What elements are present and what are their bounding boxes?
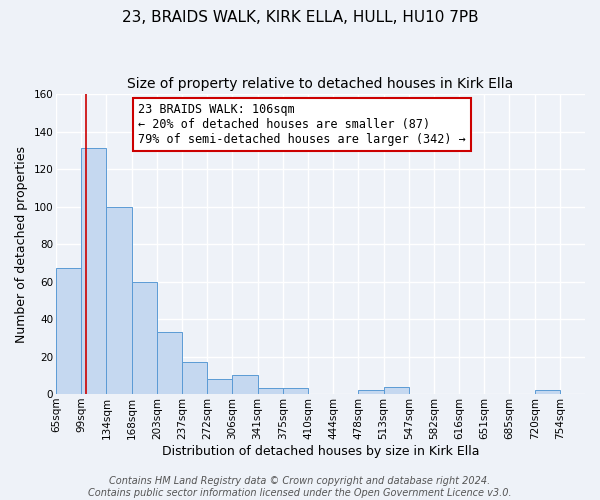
Bar — [157, 332, 182, 394]
Bar — [81, 148, 106, 394]
Bar — [383, 386, 409, 394]
Title: Size of property relative to detached houses in Kirk Ella: Size of property relative to detached ho… — [127, 78, 514, 92]
Bar — [283, 388, 308, 394]
Bar — [257, 388, 283, 394]
Bar — [535, 390, 560, 394]
Bar — [358, 390, 383, 394]
Bar — [56, 268, 81, 394]
Bar — [232, 376, 257, 394]
Bar — [182, 362, 207, 394]
X-axis label: Distribution of detached houses by size in Kirk Ella: Distribution of detached houses by size … — [162, 444, 479, 458]
Y-axis label: Number of detached properties: Number of detached properties — [15, 146, 28, 342]
Text: 23, BRAIDS WALK, KIRK ELLA, HULL, HU10 7PB: 23, BRAIDS WALK, KIRK ELLA, HULL, HU10 7… — [122, 10, 478, 25]
Bar — [106, 206, 131, 394]
Text: Contains HM Land Registry data © Crown copyright and database right 2024.
Contai: Contains HM Land Registry data © Crown c… — [88, 476, 512, 498]
Text: 23 BRAIDS WALK: 106sqm
← 20% of detached houses are smaller (87)
79% of semi-det: 23 BRAIDS WALK: 106sqm ← 20% of detached… — [138, 103, 466, 146]
Bar — [131, 282, 157, 394]
Bar — [207, 379, 232, 394]
